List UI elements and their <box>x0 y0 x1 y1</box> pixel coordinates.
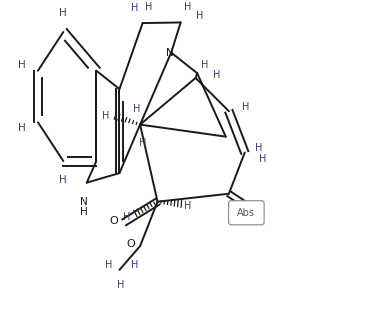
Text: H: H <box>131 3 138 13</box>
Text: H: H <box>201 60 209 70</box>
Text: O: O <box>110 216 118 226</box>
Text: Abs: Abs <box>237 208 255 218</box>
Text: H: H <box>213 70 220 80</box>
Text: N: N <box>80 197 88 207</box>
Text: O: O <box>126 239 135 249</box>
Text: H: H <box>18 123 25 133</box>
Text: H: H <box>196 11 203 21</box>
Text: H: H <box>242 101 249 111</box>
Text: H: H <box>184 202 192 212</box>
Text: H: H <box>105 260 112 270</box>
Text: H: H <box>102 111 110 121</box>
Text: H: H <box>59 8 67 18</box>
Text: H: H <box>18 60 25 70</box>
Text: H: H <box>123 212 130 222</box>
Text: H: H <box>255 143 263 153</box>
Text: H: H <box>80 207 88 217</box>
Text: H: H <box>184 2 192 12</box>
Text: H: H <box>259 154 266 164</box>
FancyBboxPatch shape <box>228 201 264 225</box>
Text: H: H <box>131 260 138 270</box>
Text: H: H <box>59 175 67 185</box>
Text: H: H <box>133 104 141 114</box>
Text: H: H <box>117 280 125 290</box>
Text: H: H <box>145 2 153 12</box>
Text: N: N <box>166 48 173 58</box>
Text: H: H <box>139 138 146 148</box>
